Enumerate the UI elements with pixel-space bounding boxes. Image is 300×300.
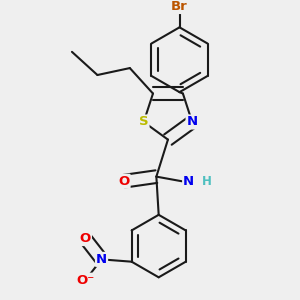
Text: O: O xyxy=(118,175,130,188)
Text: S: S xyxy=(139,116,148,128)
Text: N: N xyxy=(96,253,107,266)
Text: N: N xyxy=(183,175,194,188)
Text: H: H xyxy=(202,175,212,188)
Text: O⁻: O⁻ xyxy=(76,274,94,287)
Text: N: N xyxy=(187,116,198,128)
Text: O: O xyxy=(80,232,91,245)
Text: Br: Br xyxy=(171,0,188,13)
